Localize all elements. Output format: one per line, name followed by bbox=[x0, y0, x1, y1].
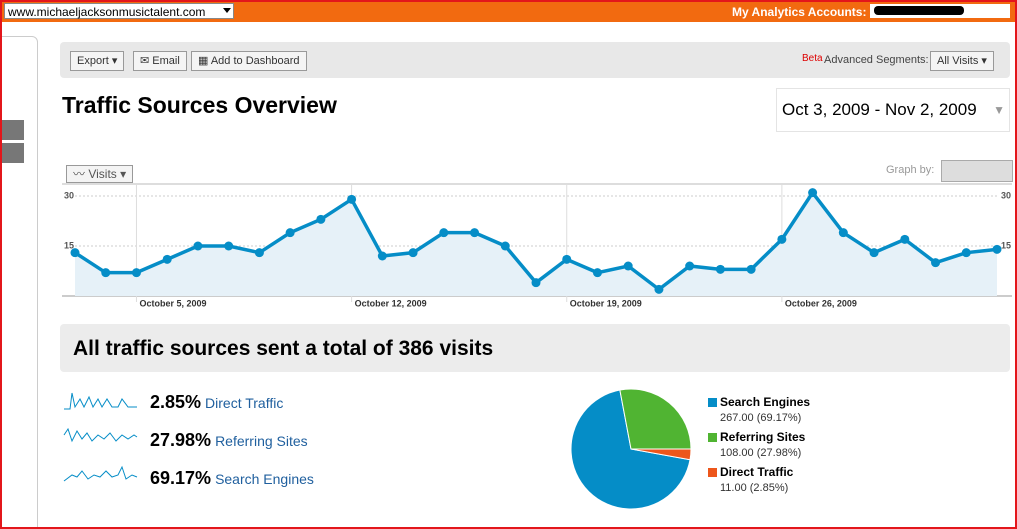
page-title: Traffic Sources Overview bbox=[62, 92, 337, 118]
source-row: 69.17% Search Engines bbox=[150, 466, 314, 504]
point bbox=[224, 241, 234, 251]
y2-tick-label: 30 bbox=[1001, 190, 1011, 200]
y-tick-label: 15 bbox=[64, 240, 74, 250]
value-label: 108.00 (27.98%) bbox=[720, 447, 801, 459]
point bbox=[623, 261, 633, 271]
segment-selector[interactable]: All Visits ▾ bbox=[930, 51, 994, 71]
sidebar-button[interactable] bbox=[2, 120, 24, 140]
legend-label: Direct Traffic bbox=[720, 465, 794, 479]
point bbox=[254, 248, 264, 258]
graph-by-label: Graph by: bbox=[886, 164, 935, 176]
top-bar bbox=[2, 2, 1015, 22]
point bbox=[316, 214, 326, 224]
point bbox=[377, 251, 387, 261]
email-text: Email bbox=[152, 55, 180, 67]
area bbox=[75, 192, 997, 296]
sparkline bbox=[64, 392, 137, 410]
point bbox=[715, 264, 725, 274]
x-tick-label: October 5, 2009 bbox=[139, 298, 206, 308]
sparkline bbox=[63, 465, 138, 482]
point bbox=[531, 278, 541, 288]
point bbox=[131, 268, 141, 278]
point bbox=[193, 241, 203, 251]
x-tick-label: October 19, 2009 bbox=[570, 298, 642, 308]
email-button[interactable]: ✉ Email bbox=[133, 51, 187, 71]
point bbox=[500, 241, 510, 251]
point bbox=[931, 258, 941, 268]
point bbox=[70, 248, 80, 258]
summary-title: All traffic sources sent a total of 386 … bbox=[73, 337, 494, 360]
date-range[interactable]: Oct 3, 2009 - Nov 2, 2009 ▼ bbox=[776, 88, 1010, 132]
y2-tick-label: 15 bbox=[1001, 240, 1011, 250]
dropdown-arrow bbox=[223, 8, 231, 13]
beta-label: Beta bbox=[802, 53, 823, 64]
point bbox=[347, 194, 357, 204]
x-tick-label: October 12, 2009 bbox=[355, 298, 427, 308]
point bbox=[162, 254, 172, 264]
point bbox=[746, 264, 756, 274]
dashboard-button[interactable]: ▦ Add to Dashboard bbox=[191, 51, 307, 71]
pie-slice bbox=[619, 388, 692, 450]
source-row: 27.98% Referring Sites bbox=[150, 428, 314, 466]
point bbox=[838, 228, 848, 238]
legend-swatch bbox=[708, 468, 717, 477]
summary-bar bbox=[60, 324, 1010, 372]
segment-text: All Visits bbox=[937, 55, 979, 67]
segments-label: Advanced Segments: bbox=[824, 54, 929, 66]
sparklines bbox=[63, 392, 138, 482]
account-selector[interactable] bbox=[870, 4, 1010, 18]
redaction bbox=[874, 6, 964, 15]
point bbox=[592, 268, 602, 278]
legend-label: Search Engines bbox=[720, 395, 810, 409]
legend-swatch bbox=[708, 398, 717, 407]
source-percent: 69.17% bbox=[150, 468, 212, 488]
export-button[interactable]: Export ▾ bbox=[70, 51, 125, 71]
source-link[interactable]: Referring Sites bbox=[215, 433, 308, 449]
pie-slice bbox=[630, 448, 692, 461]
point bbox=[101, 268, 111, 278]
value-label: 11.00 (2.85%) bbox=[720, 482, 788, 494]
source-link[interactable]: Direct Traffic bbox=[205, 395, 284, 411]
y-tick-label: 30 bbox=[64, 190, 74, 200]
date-text: Oct 3, 2009 - Nov 2, 2009 bbox=[782, 100, 977, 119]
point bbox=[900, 234, 910, 244]
point bbox=[808, 188, 818, 198]
source-percent: 2.85% bbox=[150, 392, 202, 412]
point bbox=[439, 228, 449, 238]
source-link[interactable]: Search Engines bbox=[215, 471, 314, 487]
point bbox=[961, 248, 971, 258]
accounts-label: My Analytics Accounts: bbox=[732, 5, 867, 19]
point bbox=[470, 228, 480, 238]
point bbox=[685, 261, 695, 271]
source-list: 2.85% Direct Traffic 27.98% Referring Sites… bbox=[150, 390, 314, 504]
export-text: Export bbox=[77, 55, 109, 67]
point bbox=[777, 234, 787, 244]
point bbox=[285, 228, 295, 238]
legend-swatch bbox=[708, 433, 717, 442]
dashboard-text: Add to Dashboard bbox=[210, 55, 300, 67]
x-tick-label: October 26, 2009 bbox=[785, 298, 857, 308]
value-label: 267.00 (69.17%) bbox=[720, 412, 801, 424]
source-row: 2.85% Direct Traffic bbox=[150, 390, 314, 428]
point bbox=[562, 254, 572, 264]
sidebar-button[interactable] bbox=[2, 143, 24, 163]
site-selector[interactable]: www.michaeljacksonmusictalent.com bbox=[4, 3, 234, 19]
legend-label: Referring Sites bbox=[720, 430, 806, 444]
sparkline bbox=[63, 427, 138, 443]
pie-slice bbox=[570, 389, 691, 510]
point bbox=[408, 248, 418, 258]
point bbox=[992, 244, 1002, 254]
source-percent: 27.98% bbox=[150, 430, 212, 450]
point bbox=[869, 248, 879, 258]
sidebar bbox=[2, 36, 38, 527]
metric-tab[interactable]: 〰 Visits ▾ bbox=[66, 165, 134, 183]
metric-text: Visits bbox=[88, 167, 117, 181]
graph-by-buttons[interactable] bbox=[941, 160, 1013, 182]
point bbox=[654, 284, 664, 294]
